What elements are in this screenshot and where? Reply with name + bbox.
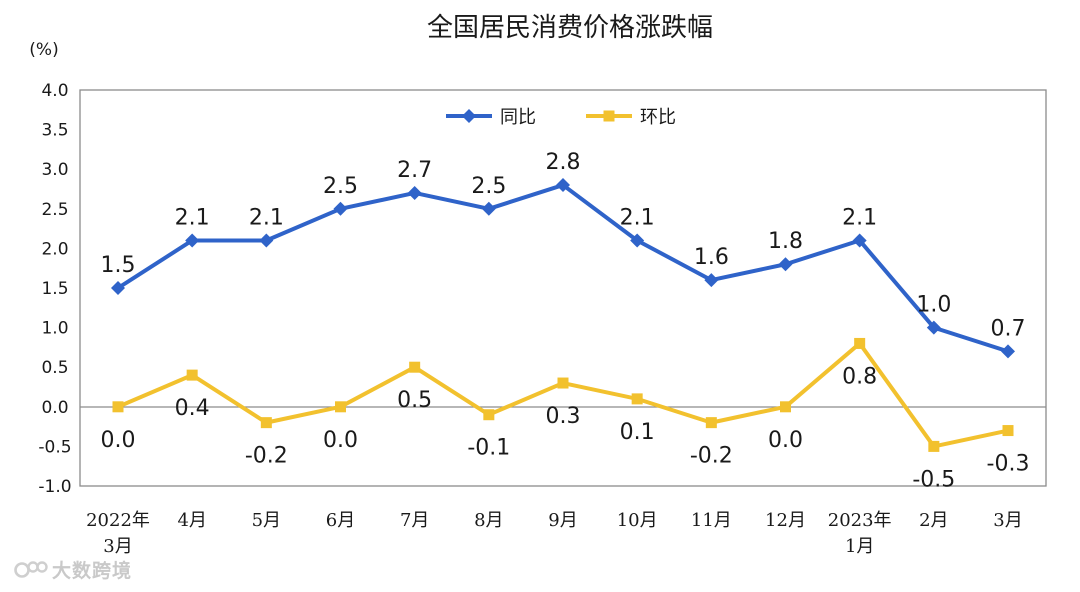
data-label: 1.6 [694, 245, 729, 270]
data-label: -0.2 [245, 444, 288, 469]
data-label: 0.0 [101, 428, 136, 453]
y-axis-ticks: 4.0 3.5 3.0 2.5 2.0 1.5 1.0 0.5 0.0 -0.5 -1.0 [38, 81, 71, 497]
y-tick-label: 0.0 [41, 398, 68, 418]
data-label: 2.7 [397, 158, 432, 183]
x-tick-label: 1月 [845, 536, 874, 557]
y-tick-label: -1.0 [38, 477, 71, 497]
series-point-marker [335, 401, 346, 413]
watermark-text: 大数跨境 [52, 560, 133, 582]
legend-label-0: 同比 [500, 107, 536, 128]
data-label: 1.8 [768, 229, 803, 254]
data-label: 0.7 [991, 316, 1026, 341]
series-point-marker [483, 409, 495, 421]
series-point-marker [852, 233, 867, 248]
series-point-marker [704, 273, 719, 288]
series-point-marker [556, 178, 570, 193]
series-point-marker [259, 233, 274, 248]
y-tick-label: 2.0 [41, 239, 68, 259]
legend: 同比 环比 [446, 107, 676, 128]
x-tick-label: 2月 [919, 510, 948, 531]
x-tick-label: 3月 [993, 510, 1022, 531]
data-label: 0.4 [175, 396, 210, 421]
data-label: -0.5 [912, 467, 955, 492]
x-tick-label: 8月 [474, 510, 503, 531]
legend-marker-1 [603, 110, 615, 122]
series-point-marker [1001, 344, 1015, 359]
series-point-marker [631, 393, 643, 405]
data-label: 0.8 [842, 364, 877, 389]
y-tick-label: 3.5 [41, 121, 68, 141]
series-layer: 1.5 2.1 2.1 2.5 2.7 2.5 2.8 2.1 1.6 1.8 2.1 1.0 0.7 0… [101, 150, 1030, 492]
series-point-marker [630, 233, 645, 248]
data-label: 2.8 [546, 150, 581, 175]
x-tick-label: 2022年 [86, 510, 150, 531]
y-tick-label: 3.0 [41, 160, 68, 180]
data-label: -0.3 [987, 452, 1030, 477]
series-point-marker [854, 337, 866, 349]
data-label: 1.5 [101, 253, 136, 278]
data-label: -0.1 [467, 436, 510, 461]
x-tick-label: 4月 [177, 510, 206, 531]
data-label: 0.1 [620, 420, 655, 445]
series-point-marker [481, 201, 496, 216]
watermark: 大数跨境 [14, 556, 132, 583]
data-label: -0.2 [690, 444, 733, 469]
data-label: 2.1 [620, 205, 655, 230]
x-tick-label: 6月 [326, 510, 355, 531]
series-point-marker [926, 320, 941, 335]
x-tick-label: 3月 [103, 536, 132, 557]
series-point-marker [557, 377, 569, 389]
series-point-marker [186, 369, 198, 381]
x-tick-label: 9月 [548, 510, 577, 531]
series-point-marker [778, 257, 793, 272]
series-point-marker [333, 201, 348, 216]
legend-marker-0 [462, 109, 476, 123]
data-label: 0.0 [323, 428, 358, 453]
x-tick-label: 11月 [691, 510, 732, 531]
x-tick-label: 2023年 [828, 510, 892, 531]
series-point-marker [705, 417, 717, 429]
series-point-marker [928, 440, 940, 452]
x-tick-label: 12月 [765, 510, 806, 531]
data-label: 2.1 [842, 205, 877, 230]
series-point-marker [112, 401, 124, 413]
y-tick-label: 2.5 [41, 200, 68, 220]
plot-area-frame [79, 89, 1047, 487]
series-point-marker [407, 185, 422, 200]
data-label: 2.5 [471, 174, 506, 199]
series-point-marker [409, 361, 421, 373]
data-label: 2.5 [323, 174, 358, 199]
series-point-marker [1002, 425, 1014, 437]
y-tick-label: 0.5 [41, 358, 68, 378]
series-point-marker [185, 233, 200, 248]
data-label: 2.1 [249, 205, 284, 230]
y-axis-unit-label: (%) [29, 40, 58, 60]
y-tick-label: 4.0 [41, 81, 68, 101]
data-label: 0.5 [397, 388, 432, 413]
series-point-marker [260, 417, 272, 429]
data-label: 1.0 [916, 293, 951, 318]
y-tick-label: 1.0 [41, 319, 68, 339]
x-tick-label: 7月 [400, 510, 429, 531]
data-label: 0.3 [546, 404, 581, 429]
data-label: 0.0 [768, 428, 803, 453]
brand-logo-icon [14, 560, 48, 578]
chart-title: 全国居民消费价格涨跌幅 [427, 13, 713, 43]
series-line-1 [116, 341, 1010, 449]
y-tick-label: -0.5 [38, 437, 71, 457]
x-axis-ticks: 2022年 3月 4月 5月 6月 7月 8月 9月 10月 11月 12月 2023年 1月 2月 3月 [86, 510, 1023, 557]
x-tick-label: 10月 [617, 510, 658, 531]
y-tick-label: 1.5 [41, 279, 68, 299]
x-tick-label: 5月 [252, 510, 281, 531]
series-point-marker [780, 401, 791, 413]
data-label: 2.1 [175, 205, 210, 230]
legend-label-1: 环比 [640, 107, 676, 128]
series-point-marker [111, 281, 125, 295]
